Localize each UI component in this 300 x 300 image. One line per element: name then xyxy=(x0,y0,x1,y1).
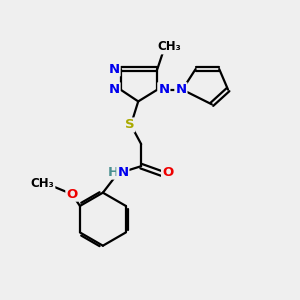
Text: N: N xyxy=(176,83,187,96)
Text: N: N xyxy=(158,83,169,96)
Text: N: N xyxy=(117,166,128,178)
Text: O: O xyxy=(162,166,173,178)
Text: CH₃: CH₃ xyxy=(31,177,54,190)
Text: H: H xyxy=(108,166,119,178)
Text: O: O xyxy=(66,188,78,201)
Text: N: N xyxy=(109,62,120,76)
Text: N: N xyxy=(109,83,120,96)
Text: CH₃: CH₃ xyxy=(157,40,181,53)
Text: S: S xyxy=(124,118,134,131)
